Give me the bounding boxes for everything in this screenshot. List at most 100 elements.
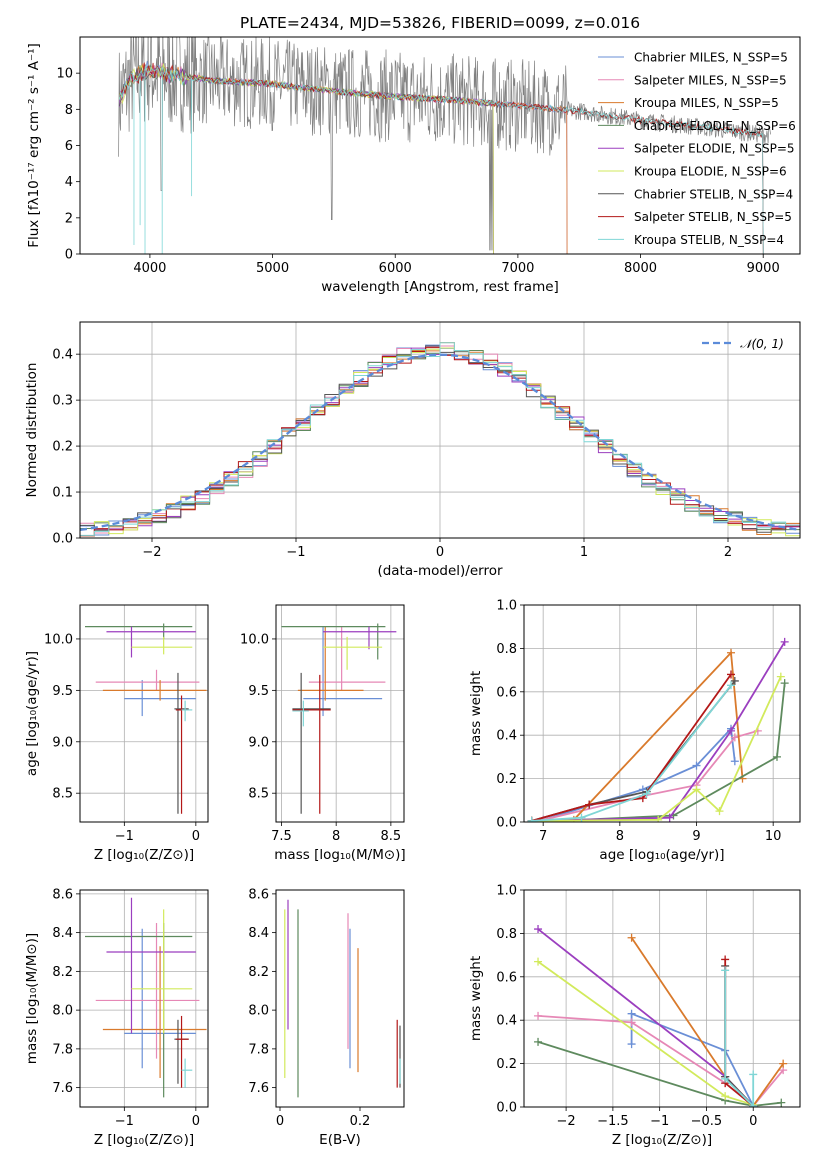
mass_weight_vs_Z-marker-0 [627,1009,636,1018]
mass_weight_vs_age-ytick-label: 0.2 [496,772,517,787]
residuals-xlabel: (data-model)/error [377,563,503,579]
residuals-xtick-label: 0 [436,545,444,560]
age_vs_Z-ytick-label: 8.5 [52,787,73,802]
mass_weight_vs_Z-frame [523,889,801,1108]
spectrum-ylabel: Flux [fλ10⁻¹⁷ erg cm⁻² s⁻¹ A⁻¹] [26,43,42,248]
age_vs_Z-axes: −1 0 8.5 9.0 9.5 10.0 Z [log₁₀(Z/Z⊙)] age [log₁… [24,605,208,863]
age_vs_Z-ytick-label: 9.5 [52,684,73,699]
mass_weight_vs_Z-ytick-label: 0.4 [496,1014,517,1029]
mass_weight_vs_Z-marker-5 [534,957,543,966]
residuals-ytick-label: 0.4 [52,348,73,363]
age_vs_mass-ytick-label: 10.0 [240,632,269,647]
residuals-xtick-label: −2 [142,545,161,560]
age_vs_mass-xtick-label: 7.5 [271,829,292,844]
mass_vs_ebv-ytick-label: 8.0 [248,1004,269,1019]
residuals-xtick-label: 1 [580,545,588,560]
legend-entry-8: Kroupa STELIB, N_SSP=4 [634,233,784,247]
mass_weight_vs_Z-marker-5 [721,1092,730,1101]
mass_weight_vs_age-marker-0 [692,761,701,770]
mass_weight_vs_Z-xtick-label: −2 [557,1114,576,1129]
mass_weight_vs_age-marker-8 [642,789,651,798]
spectrum-xtick-label: 4000 [133,261,166,276]
legend-entry-5: Kroupa ELODIE, N_SSP=6 [634,165,787,179]
mass_weight_vs_Z-ytick-label: 0.0 [496,1101,517,1116]
age_vs_Z-ylabel: age [log₁₀(age/yr)] [24,651,40,776]
residuals-ylabel: Normed distribution [24,363,40,498]
mass_weight_vs_Z-plot-area [534,925,788,1107]
age_vs_Z-xtick-label: −1 [115,829,134,844]
mass_weight_vs_Z-xtick-label: −1 [650,1114,669,1129]
mass_weight_vs_Z-marker-4 [534,925,543,934]
mass_weight_vs_Z-ytick-label: 0.6 [496,970,517,985]
mass_weight_vs_age-marker-5 [715,807,724,816]
legend-entry-4: Salpeter ELODIE, N_SSP=5 [634,142,795,156]
gaussian-curve [80,353,800,532]
mass_vs_ebv-xlabel: E(B-V) [319,1132,361,1148]
mass_weight_vs_age-xtick-label: 9 [692,829,700,844]
gaussian-legend-label: 𝒩(0, 1) [740,337,784,351]
age_vs_Z-xlabel: Z [log₁₀(Z/Z⊙)] [94,847,194,863]
mass_vs_Z-ytick-label: 8.0 [52,1004,73,1019]
mass_weight_vs_age-marker-4 [780,637,789,646]
observed-spectrum-line [118,37,771,251]
mass_weight_vs_Z-marker-3 [777,1098,786,1107]
residuals-ytick-label: 0.0 [52,532,73,547]
mass_weight_vs_Z-series-8 [724,970,755,1107]
mass_vs_ebv-xtick-label: 0 [276,1114,284,1129]
mass_weight_vs_age-marker-8 [727,681,735,690]
age_vs_mass-xlabel: mass [log₁₀(M/M⊙)] [274,847,405,863]
residuals-ytick-label: 0.1 [52,486,73,501]
age_vs_mass-ytick-label: 8.5 [248,787,269,802]
mass_vs_ebv-ytick-label: 8.4 [248,926,269,941]
spectrum-ytick-label: 2 [65,211,73,226]
spectrum-ytick-label: 0 [65,248,73,263]
mass_vs_ebv-plot-area [284,899,401,1098]
age_vs_mass-xtick-label: 8.5 [381,829,402,844]
mass_weight_vs_Z-marker-1 [627,1018,636,1027]
mass_vs_ebv-ytick-label: 8.2 [248,965,269,980]
spectrum-frame [79,36,801,255]
residuals-frame [79,321,801,539]
mass_weight_vs_age-plot-area [527,637,789,822]
model-spectrum-line-7 [119,62,764,254]
residuals-xtick-label: −1 [286,545,305,560]
age_vs_mass-xtick-label: 8 [332,829,340,844]
mass_vs_Z-axes: −1 0 7.6 7.8 8.0 8.2 8.4 8.6 Z [log₁₀(Z/Z⊙)] mass… [24,887,208,1148]
mass_vs_Z-ytick-label: 8.4 [52,926,73,941]
mass_vs_Z-frame [79,889,209,1108]
mass_weight_vs_age-marker-8 [527,816,536,822]
residuals-ytick-label: 0.2 [52,440,73,455]
spectrum-ytick-label: 10 [56,67,73,82]
mass_weight_vs_Z-marker-7 [721,955,730,964]
mass_weight_vs_Z-series-3 [537,1041,782,1107]
legend-entry-0: Chabrier MILES, N_SSP=5 [634,51,788,65]
mass_weight_vs_Z-marker-8 [749,1070,758,1079]
mass_weight_vs_age-series-7 [531,673,732,822]
mass_weight_vs_age-frame [523,604,801,823]
spectrum-ytick-label: 4 [65,175,73,190]
mass_weight_vs_Z-ytick-label: 0.2 [496,1057,517,1072]
mass_weight_vs_Z-marker-2 [627,933,636,942]
age_vs_mass-axes: 7.5 8 8.5 8.5 9.0 9.5 10.0 mass [log₁₀(M/M⊙)] [240,605,406,863]
mass_weight_vs_age-marker-1 [730,733,739,742]
age_vs_Z-frame [79,604,209,823]
legend-entry-1: Salpeter MILES, N_SSP=5 [634,73,787,87]
legend-entry-6: Chabrier STELIB, N_SSP=4 [634,187,793,201]
mass_weight_vs_age-ytick-label: 0.6 [496,685,517,700]
spectrum-ytick-label: 8 [65,103,73,118]
mass_vs_ebv-ytick-label: 7.6 [248,1081,269,1096]
age_vs_mass-plot-area [281,623,397,814]
mass_vs_ebv-xtick-label: 0.2 [350,1114,371,1129]
residuals-xtick-label: 2 [724,545,732,560]
mass_weight_vs_age-ylabel: mass weight [468,671,484,756]
spectrum-xtick-label: 5000 [256,261,289,276]
residuals-axes: −2 −1 0 1 2 0.0 0.1 0.2 0.3 0.4 (data-model)/error… [24,322,800,579]
spectrum-xtick-label: 9000 [747,261,780,276]
spectrum-xlabel: wavelength [Angstrom, rest frame] [321,279,559,295]
spectrum-plot-area [118,37,771,254]
mass_weight_vs_age-marker-7 [727,670,735,679]
mass_weight_vs_Z-xtick-label: −0.5 [691,1114,723,1129]
mass_vs_Z-xlabel: Z [log₁₀(Z/Z⊙)] [94,1132,194,1148]
mass_weight_vs_age-marker-7 [585,800,594,809]
